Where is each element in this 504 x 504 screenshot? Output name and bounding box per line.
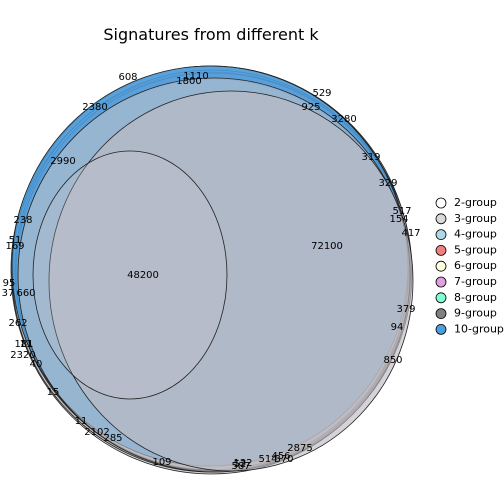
region-count-label: 2320: [10, 350, 35, 361]
legend-marker-10-group: [435, 323, 447, 335]
legend-label-8-group: 8-group: [454, 291, 497, 304]
legend-label-4-group: 4-group: [454, 228, 497, 241]
region-count-label: 329: [378, 178, 397, 189]
region-count-label: 2875: [287, 443, 312, 454]
legend-label-6-group: 6-group: [454, 259, 497, 272]
region-count-label: 169: [5, 241, 24, 252]
region-count-label: 2990: [50, 156, 75, 167]
region-count-label: 238: [13, 215, 32, 226]
region-count-label: 72100: [311, 241, 343, 252]
region-count-label: 319: [361, 152, 380, 163]
region-count-label: 48200: [127, 270, 159, 281]
legend-marker-7-group: [435, 276, 447, 288]
region-count-label: 132: [233, 458, 252, 469]
region-count-label: 529: [312, 88, 331, 99]
chart-title: Signatures from different k: [103, 25, 319, 44]
legend-marker-8-group: [435, 292, 447, 304]
legend-marker-6-group: [435, 260, 447, 272]
legend-marker-2-group: [435, 197, 447, 209]
region-count-label: 925: [301, 102, 320, 113]
legend-label-5-group: 5-group: [454, 243, 497, 256]
region-count-label: 514: [258, 454, 277, 465]
set-circles: [10, 65, 414, 475]
region-count-label: 40: [30, 359, 43, 370]
region-count-label: 660: [16, 288, 35, 299]
legend-label-7-group: 7-group: [454, 275, 497, 288]
legend-label-10-group: 10-group: [454, 322, 504, 335]
region-count-label: 2380: [82, 102, 107, 113]
legend: 2-group 3-group 4-group 5-group 6-group 7-gro…: [435, 196, 504, 335]
legend-label-3-group: 3-group: [454, 212, 497, 225]
region-count-label: 3280: [331, 114, 356, 125]
legend-label-2-group: 2-group: [454, 196, 497, 209]
region-count-label: 587: [231, 461, 250, 472]
legend-marker-4-group: [435, 229, 447, 241]
region-count-label: 37: [2, 288, 15, 299]
region-count-label: 95: [3, 278, 16, 289]
region-count-label: 51: [9, 235, 22, 246]
legend-label-9-group: 9-group: [454, 307, 497, 320]
region-count-label: 109: [152, 457, 171, 468]
region-count-label: 11: [20, 339, 33, 350]
set-ellipse-core: [32, 150, 228, 400]
region-count-label: 370: [274, 454, 293, 465]
legend-marker-9-group: [435, 308, 447, 320]
legend-marker-3-group: [435, 213, 447, 225]
region-count-label: 417: [401, 228, 420, 239]
region-count-label: 608: [118, 72, 137, 83]
region-count-label: 262: [8, 318, 27, 329]
region-count-label: 181: [14, 339, 33, 350]
region-count-label: 154: [389, 214, 408, 225]
region-count-label: 517: [392, 206, 411, 217]
region-count-label: 94: [391, 322, 404, 333]
region-count-label: 1800: [176, 76, 201, 87]
region-count-label: 456: [271, 451, 290, 462]
legend-marker-5-group: [435, 244, 447, 256]
region-count-label: 850: [383, 355, 402, 366]
set-ellipse-2-group: [48, 90, 414, 472]
region-count-label: 379: [396, 304, 415, 315]
region-count-label: 2102: [84, 427, 109, 438]
region-count-label: 1110: [183, 71, 208, 82]
region-count-label: 52: [234, 459, 247, 470]
region-count-label: 15: [47, 387, 60, 398]
region-count-label: 285: [103, 433, 122, 444]
region-count-label: 11: [75, 416, 88, 427]
